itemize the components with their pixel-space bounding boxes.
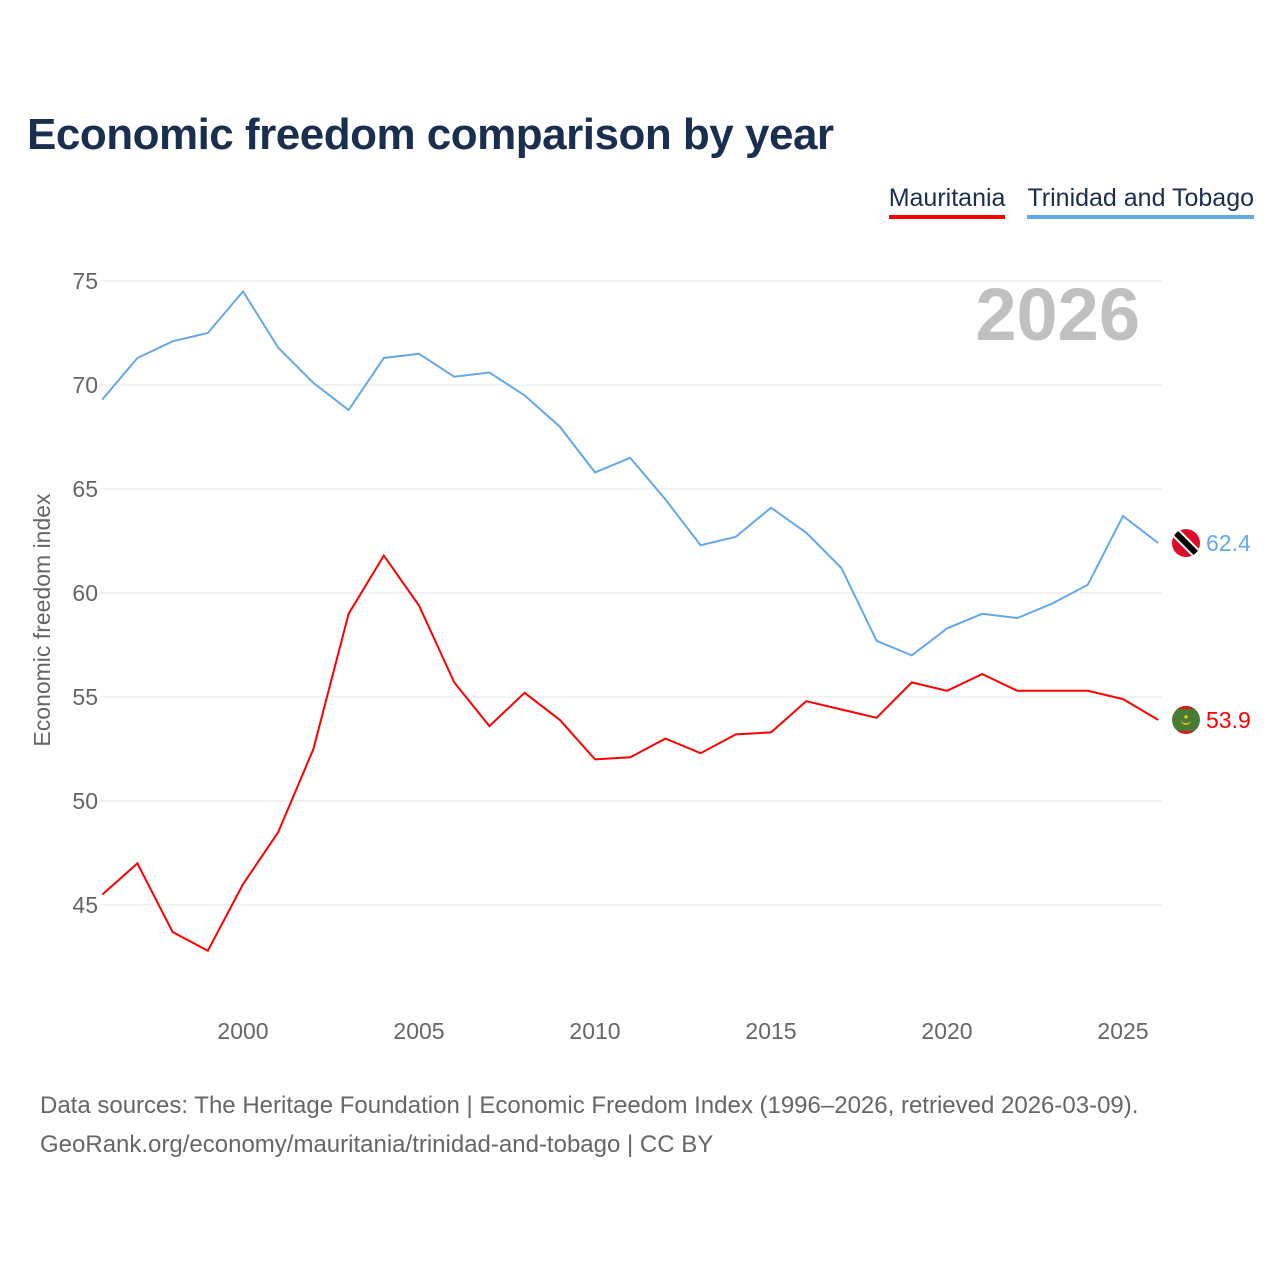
data-point (205, 948, 211, 954)
data-point (909, 652, 915, 658)
data-point (310, 746, 316, 752)
data-point (698, 542, 704, 548)
data-point (346, 611, 352, 617)
data-point (979, 611, 985, 617)
data-point (1014, 615, 1020, 621)
y-tick-label: 60 (72, 580, 98, 606)
data-point (944, 625, 950, 631)
data-point (1085, 582, 1091, 588)
x-tick-label: 2005 (393, 1018, 444, 1044)
data-point (1014, 688, 1020, 694)
data-point (522, 392, 528, 398)
y-axis-label: Economic freedom index (29, 493, 55, 747)
data-point (768, 505, 774, 511)
source-link[interactable]: GeoRank.org/economy/mauritania/trinidad-… (40, 1131, 714, 1158)
y-tick-label: 75 (72, 268, 98, 294)
data-point (486, 370, 492, 376)
data-point (627, 754, 633, 760)
y-tick-label: 50 (72, 788, 98, 814)
y-tick-label: 70 (72, 372, 98, 398)
data-point (1085, 688, 1091, 694)
data-point (874, 715, 880, 721)
y-tick-label: 55 (72, 684, 98, 710)
data-point (627, 455, 633, 461)
end-value-label: 62.4 (1206, 530, 1251, 556)
source-text: Data sources: The Heritage Foundation | … (40, 1092, 1139, 1119)
series-line-mauritania (101, 553, 1159, 953)
chart-title: Economic freedom comparison by year (27, 110, 834, 159)
legend-trinidad-and-tobago[interactable]: Trinidad and Tobago (1027, 184, 1254, 219)
data-point (416, 351, 422, 357)
data-point (99, 397, 105, 403)
data-point (275, 829, 281, 835)
data-point (346, 407, 352, 413)
data-point (381, 553, 387, 559)
data-point (134, 860, 140, 866)
data-point (838, 706, 844, 712)
data-point (1050, 688, 1056, 694)
data-point (240, 881, 246, 887)
data-point (310, 380, 316, 386)
legend-mauritania[interactable]: Mauritania (888, 184, 1006, 219)
data-point (944, 688, 950, 694)
data-point (803, 698, 809, 704)
data-point (451, 374, 457, 380)
data-point (275, 345, 281, 351)
data-point (1155, 717, 1161, 723)
data-point (170, 929, 176, 935)
data-point (99, 892, 105, 898)
data-point (1120, 696, 1126, 702)
x-tick-label: 2000 (217, 1018, 268, 1044)
data-point (1050, 600, 1056, 606)
mauritania-flag-icon (1172, 705, 1200, 734)
data-point (592, 756, 598, 762)
x-tick-label: 2025 (1097, 1018, 1148, 1044)
data-point (768, 729, 774, 735)
data-point (733, 534, 739, 540)
data-point (1120, 513, 1126, 519)
footer: Data sources: The Heritage Foundation | … (40, 1086, 1138, 1164)
data-point (733, 731, 739, 737)
data-point (909, 679, 915, 685)
year-watermark: 2026 (975, 273, 1140, 356)
data-point (134, 355, 140, 361)
data-point (451, 679, 457, 685)
data-point (698, 750, 704, 756)
y-tick-label: 65 (72, 476, 98, 502)
data-point (979, 671, 985, 677)
data-point (170, 338, 176, 344)
data-point (522, 690, 528, 696)
end-value-label: 53.9 (1206, 707, 1251, 733)
x-tick-label: 2020 (921, 1018, 972, 1044)
data-point (592, 469, 598, 475)
x-tick-label: 2015 (745, 1018, 796, 1044)
data-point (803, 530, 809, 536)
series-line-trinidad-and-tobago (101, 289, 1159, 657)
data-point (662, 736, 668, 742)
legend: Mauritania Trinidad and Tobago (888, 184, 1254, 219)
x-tick-label: 2010 (569, 1018, 620, 1044)
data-point (557, 424, 563, 430)
data-point (205, 330, 211, 336)
data-point (557, 717, 563, 723)
data-point (838, 565, 844, 571)
data-point (874, 638, 880, 644)
data-point (486, 723, 492, 729)
data-point (381, 355, 387, 361)
y-tick-label: 45 (72, 892, 98, 918)
trinidad-flag-icon (1172, 529, 1200, 558)
data-point (662, 496, 668, 502)
data-point (240, 288, 246, 294)
data-point (1155, 540, 1161, 546)
data-point (416, 602, 422, 608)
